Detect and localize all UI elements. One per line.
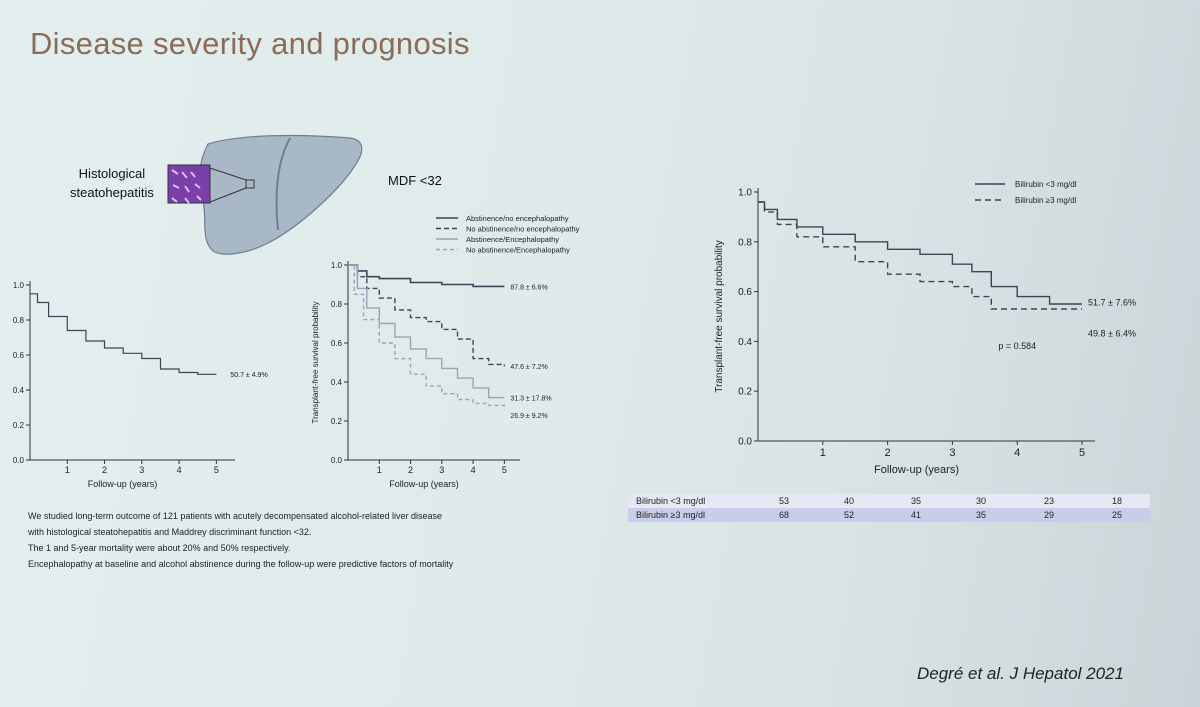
x-tick-label: 4 [177,465,182,475]
summary-line-4: Encephalopathy at baseline and alcohol a… [28,559,454,569]
risk-cell: 68 [778,510,789,520]
x-tick-label: 5 [1079,447,1085,459]
y-tick-label: 0.2 [331,417,343,426]
series-line [348,264,505,288]
legend-label: Abstinence/Encephalopathy [466,235,559,244]
series-line [758,201,1082,305]
series-line [348,264,505,399]
risk-cell: 23 [1043,496,1054,506]
y-tick-label: 0.8 [331,300,343,309]
series-line [348,264,506,408]
y-tick-label: 0.4 [13,386,25,395]
summary-line-1: We studied long-term outcome of 121 pati… [28,511,443,521]
y-tick-label: 0.6 [13,351,25,360]
histology-label-line2: steatohepatitis [70,185,154,200]
risk-cell: 53 [778,496,789,506]
x-tick-label: 3 [949,447,955,459]
x-tick-label: 4 [1014,447,1020,459]
y-tick-label: 0.0 [331,456,343,465]
risk-row-label: Bilirubin ≥3 mg/dl [636,510,705,520]
risk-cell: 30 [975,496,986,506]
y-tick-label: 1.0 [331,261,343,270]
summary-line-3: The 1 and 5-year mortality were about 20… [28,543,291,553]
x-axis-label: Follow-up (years) [389,479,459,489]
y-tick-label: 0.6 [331,339,343,348]
x-tick-label: 5 [214,465,219,475]
x-tick-label: 2 [408,465,413,475]
x-tick-label: 4 [471,465,476,475]
y-axis-label: Transplant-free survival probability [311,302,320,424]
series-end-label: 51.7 ± 7.6% [1088,298,1136,308]
series-line [758,201,1082,310]
legend-label: Bilirubin <3 mg/dl [1015,180,1077,189]
y-tick-label: 0.4 [738,337,752,348]
citation: Degré et al. J Hepatol 2021 [917,664,1124,683]
x-tick-label: 2 [885,447,891,459]
risk-row-bilirubin-low: Bilirubin <3 mg/dl 53 40 35 30 23 18 [628,494,1150,508]
x-tick-label: 2 [102,465,107,475]
series-end-label: 31.3 ± 17.8% [510,395,551,402]
y-tick-label: 0.4 [331,378,343,387]
p-value-annotation: p = 0.584 [998,341,1036,351]
x-tick-label: 1 [65,465,70,475]
y-tick-label: 0.2 [738,387,752,398]
series-end-label: 49.8 ± 6.4% [1088,329,1136,339]
y-tick-label: 0.8 [13,316,25,325]
risk-cell: 35 [910,496,921,506]
liver-shape [199,134,363,255]
mdf-label: MDF <32 [388,173,442,188]
risk-cell: 40 [843,496,854,506]
x-axis-label: Follow-up (years) [88,479,158,489]
series-line [30,293,217,375]
summary-line-2: with histological steatohepatitis and Ma… [28,527,312,537]
x-tick-label: 3 [439,465,444,475]
risk-cell: 29 [1043,510,1054,520]
y-tick-label: 0.0 [738,437,752,448]
risk-cell: 18 [1111,496,1122,506]
legend-label: Abstinence/no encephalopathy [466,214,569,223]
x-axis-label: Follow-up (years) [874,464,959,476]
y-tick-label: 0.0 [13,456,25,465]
series-end-label: 87.8 ± 6.6% [510,284,547,291]
legend-label: No abstinence/Encephalopathy [466,246,570,255]
risk-cell: 35 [975,510,986,520]
risk-cell: 52 [843,510,854,520]
slide-title: Disease severity and prognosis [30,26,470,61]
y-tick-label: 0.8 [738,237,752,248]
histology-callout-box [245,179,255,189]
y-axis-label: Transplant-free survival probability [714,240,725,392]
liver-illustration [167,134,363,255]
series-end-label: 47.6 ± 7.2% [510,364,547,371]
legend-label: No abstinence/no encephalopathy [466,225,580,234]
series-end-label: 50.7 ± 4.9% [230,372,267,379]
y-tick-label: 0.2 [13,421,25,430]
y-tick-label: 0.6 [738,287,752,298]
x-tick-label: 5 [502,465,507,475]
x-tick-label: 1 [820,447,826,459]
x-tick-label: 3 [139,465,144,475]
legend-label: Bilirubin ≥3 mg/dl [1015,196,1077,205]
risk-cell: 41 [910,510,921,520]
risk-row-label: Bilirubin <3 mg/dl [636,496,706,506]
y-tick-label: 1.0 [738,188,752,199]
x-tick-label: 1 [377,465,382,475]
liver-lobe-line [275,137,291,231]
risk-row-bilirubin-high: Bilirubin ≥3 mg/dl 68 52 41 35 29 25 [628,508,1150,522]
histology-label-line1: Histological [78,166,146,181]
risk-cell: 25 [1111,510,1122,520]
summary-text: We studied long-term outcome of 121 pati… [28,508,453,572]
series-end-label: 26.9 ± 9.2% [510,413,547,420]
histology-label: Histological steatohepatitis [70,164,154,202]
y-tick-label: 1.0 [13,281,25,290]
series-line [348,264,506,367]
numbers-at-risk-table: Bilirubin <3 mg/dl 53 40 35 30 23 18 Bil… [628,494,1150,522]
